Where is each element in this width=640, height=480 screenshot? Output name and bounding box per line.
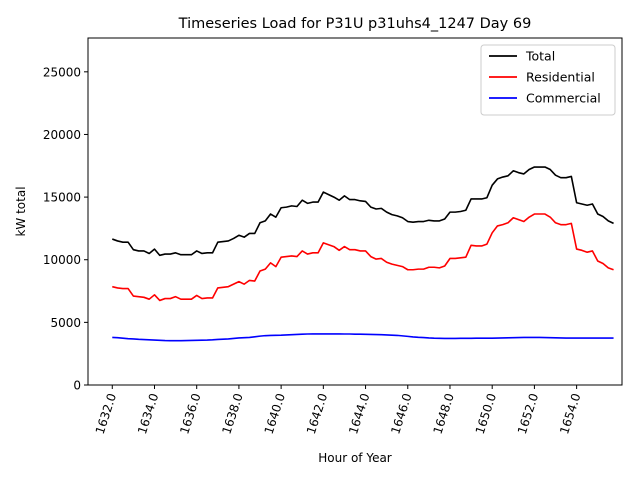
x-tick-label: 1634.0 bbox=[135, 392, 161, 436]
x-tick-label: 1636.0 bbox=[177, 392, 203, 436]
x-axis-label: Hour of Year bbox=[318, 451, 392, 465]
x-tick-label: 1640.0 bbox=[262, 392, 288, 436]
series-layer bbox=[112, 166, 614, 342]
legend: Total Residential Commercial bbox=[480, 44, 616, 116]
y-tick-label: 0 bbox=[73, 379, 81, 393]
legend-label-residential: Residential bbox=[526, 70, 595, 85]
x-tick-label: 1654.0 bbox=[557, 392, 583, 436]
chart-title: Timeseries Load for P31U p31uhs4_1247 Da… bbox=[178, 16, 532, 32]
series-line-total bbox=[112, 166, 614, 257]
y-tick-label: 10000 bbox=[43, 253, 81, 267]
y-tick-label: 20000 bbox=[43, 128, 81, 142]
legend-label-commercial: Commercial bbox=[526, 91, 601, 106]
y-tick-label: 5000 bbox=[50, 316, 81, 330]
x-tick-label: 1648.0 bbox=[431, 392, 457, 436]
x-tick-label: 1638.0 bbox=[219, 392, 245, 436]
plot-frame bbox=[87, 37, 623, 386]
legend-label-total: Total bbox=[525, 49, 555, 64]
x-tick-label: 1642.0 bbox=[304, 392, 330, 436]
x-axis: 1632.0 1634.0 1636.0 1638.0 1640.0 1642.0 1644… bbox=[93, 385, 583, 436]
y-axis-label: kW total bbox=[14, 186, 28, 236]
series-line-commercial bbox=[112, 333, 614, 342]
x-tick-label: 1652.0 bbox=[515, 392, 541, 436]
y-axis: 0 5000 10000 15000 20000 25000 bbox=[43, 65, 88, 393]
x-tick-label: 1632.0 bbox=[93, 392, 119, 436]
x-tick-label: 1644.0 bbox=[346, 392, 372, 436]
y-tick-label: 25000 bbox=[43, 65, 81, 79]
x-tick-label: 1650.0 bbox=[473, 392, 499, 436]
series-line-residential bbox=[112, 213, 614, 302]
x-tick-label: 1646.0 bbox=[388, 392, 414, 436]
y-tick-label: 15000 bbox=[43, 191, 81, 205]
